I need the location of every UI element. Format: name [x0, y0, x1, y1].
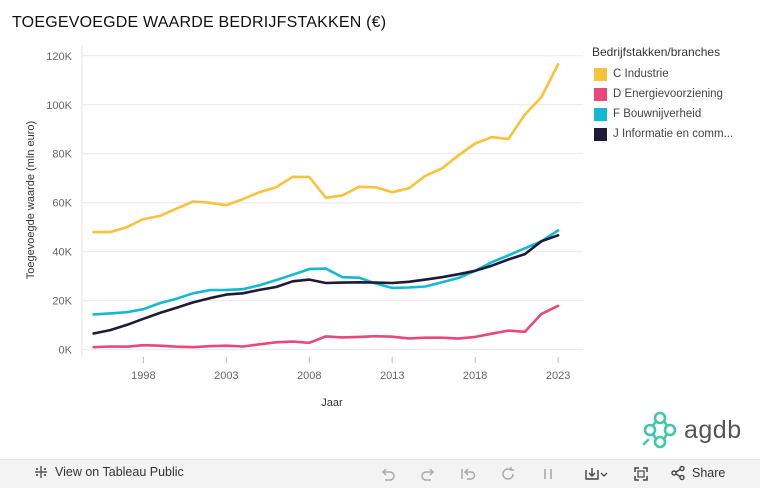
undo-icon — [381, 468, 395, 481]
legend-label: C Industrie — [613, 68, 669, 80]
redo-icon — [421, 468, 435, 481]
refresh-icon — [502, 467, 514, 480]
share-label: Share — [692, 466, 726, 480]
view-on-tableau-label: View on Tableau Public — [55, 465, 184, 479]
line-chart: 0K 20K 40K 60K 80K 100K 120K 1998 2003 2008 2013 2… — [25, 46, 583, 409]
legend-item-informatie[interactable]: J Informatie en comm... — [592, 124, 757, 144]
legend-label: J Informatie en comm... — [613, 128, 734, 140]
undo-button[interactable] — [379, 465, 397, 483]
legend-swatch — [594, 67, 607, 81]
series-lines[interactable] — [92, 63, 560, 349]
y-axis-ticks: 0K 20K 40K 60K 80K 100K 120K — [46, 51, 72, 357]
legend-swatch — [594, 127, 607, 141]
legend-item-industrie[interactable]: C Industrie — [592, 64, 757, 84]
series-line-4[interactable] — [92, 234, 560, 335]
x-tick-label: 2018 — [463, 370, 487, 382]
fullscreen-button[interactable] — [632, 465, 650, 483]
series-line-2[interactable] — [92, 304, 560, 349]
y-tick-label: 0K — [59, 345, 73, 357]
fullscreen-icon — [634, 467, 648, 481]
y-tick-label: 100K — [46, 100, 72, 112]
download-button[interactable] — [583, 465, 609, 483]
pause-button[interactable] — [539, 465, 557, 483]
legend-title: Bedrijfstakken/branches — [592, 45, 721, 59]
brand-name: agdb — [684, 415, 742, 444]
legend-item-bouwnijverheid[interactable]: F Bouwnijverheid — [592, 104, 757, 124]
chart-title: TOEGEVOEGDE WAARDE BEDRIJFSTAKKEN (€) — [12, 14, 387, 31]
view-on-tableau-link[interactable]: View on Tableau Public — [34, 465, 184, 479]
x-tick-label: 2008 — [297, 370, 321, 382]
share-icon — [671, 465, 685, 481]
gridlines — [81, 46, 583, 357]
tableau-logo-icon — [35, 466, 47, 478]
x-tick-label: 1998 — [131, 370, 155, 382]
x-tick-label: 2003 — [214, 370, 238, 382]
series-line-1[interactable] — [92, 63, 560, 234]
legend: Bedrijfstakken/branches C Industrie D En… — [592, 45, 757, 144]
share-button[interactable]: Share — [670, 465, 725, 481]
redo-button[interactable] — [419, 465, 437, 483]
x-tick-label: 2023 — [546, 370, 570, 382]
legend-label: D Energievoorziening — [613, 88, 723, 100]
y-tick-label: 120K — [46, 51, 72, 63]
y-axis-label: Toegevoegde waarde (mln euro) — [25, 121, 37, 279]
y-tick-label: 80K — [52, 149, 72, 161]
x-tick-label: 2013 — [380, 370, 404, 382]
series-line-3[interactable] — [92, 229, 560, 316]
x-axis-ticks: 1998 2003 2008 2013 2018 2023 — [131, 357, 570, 382]
revert-icon — [461, 468, 476, 480]
legend-item-energievoorziening[interactable]: D Energievoorziening — [592, 84, 757, 104]
y-tick-label: 60K — [52, 198, 72, 210]
revert-button[interactable] — [459, 465, 477, 483]
legend-swatch — [594, 87, 607, 101]
pause-icon — [544, 469, 552, 479]
download-icon — [585, 468, 608, 480]
y-tick-label: 20K — [52, 296, 72, 308]
tableau-toolbar: View on Tableau Public — [0, 459, 760, 488]
legend-label: F Bouwnijverheid — [613, 108, 702, 120]
agdb-logo-icon — [642, 411, 677, 449]
legend-swatch — [594, 107, 607, 121]
refresh-button[interactable] — [499, 465, 517, 483]
brand-logo: agdb — [642, 410, 742, 450]
x-axis-label: Jaar — [321, 397, 343, 409]
y-tick-label: 40K — [52, 247, 72, 259]
